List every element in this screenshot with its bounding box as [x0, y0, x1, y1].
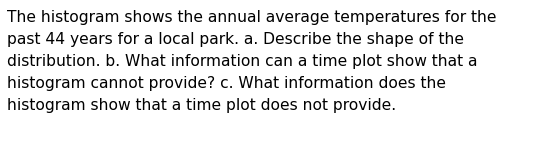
Text: histogram cannot provide? c. What information does the: histogram cannot provide? c. What inform…: [7, 76, 446, 91]
Text: past 44 years for a local park. a. Describe the shape of the: past 44 years for a local park. a. Descr…: [7, 32, 464, 47]
Text: The histogram shows the annual average temperatures for the: The histogram shows the annual average t…: [7, 10, 497, 25]
Text: histogram show that a time plot does not provide.: histogram show that a time plot does not…: [7, 98, 396, 113]
Text: distribution. b. What information can a time plot show that a: distribution. b. What information can a …: [7, 54, 478, 69]
